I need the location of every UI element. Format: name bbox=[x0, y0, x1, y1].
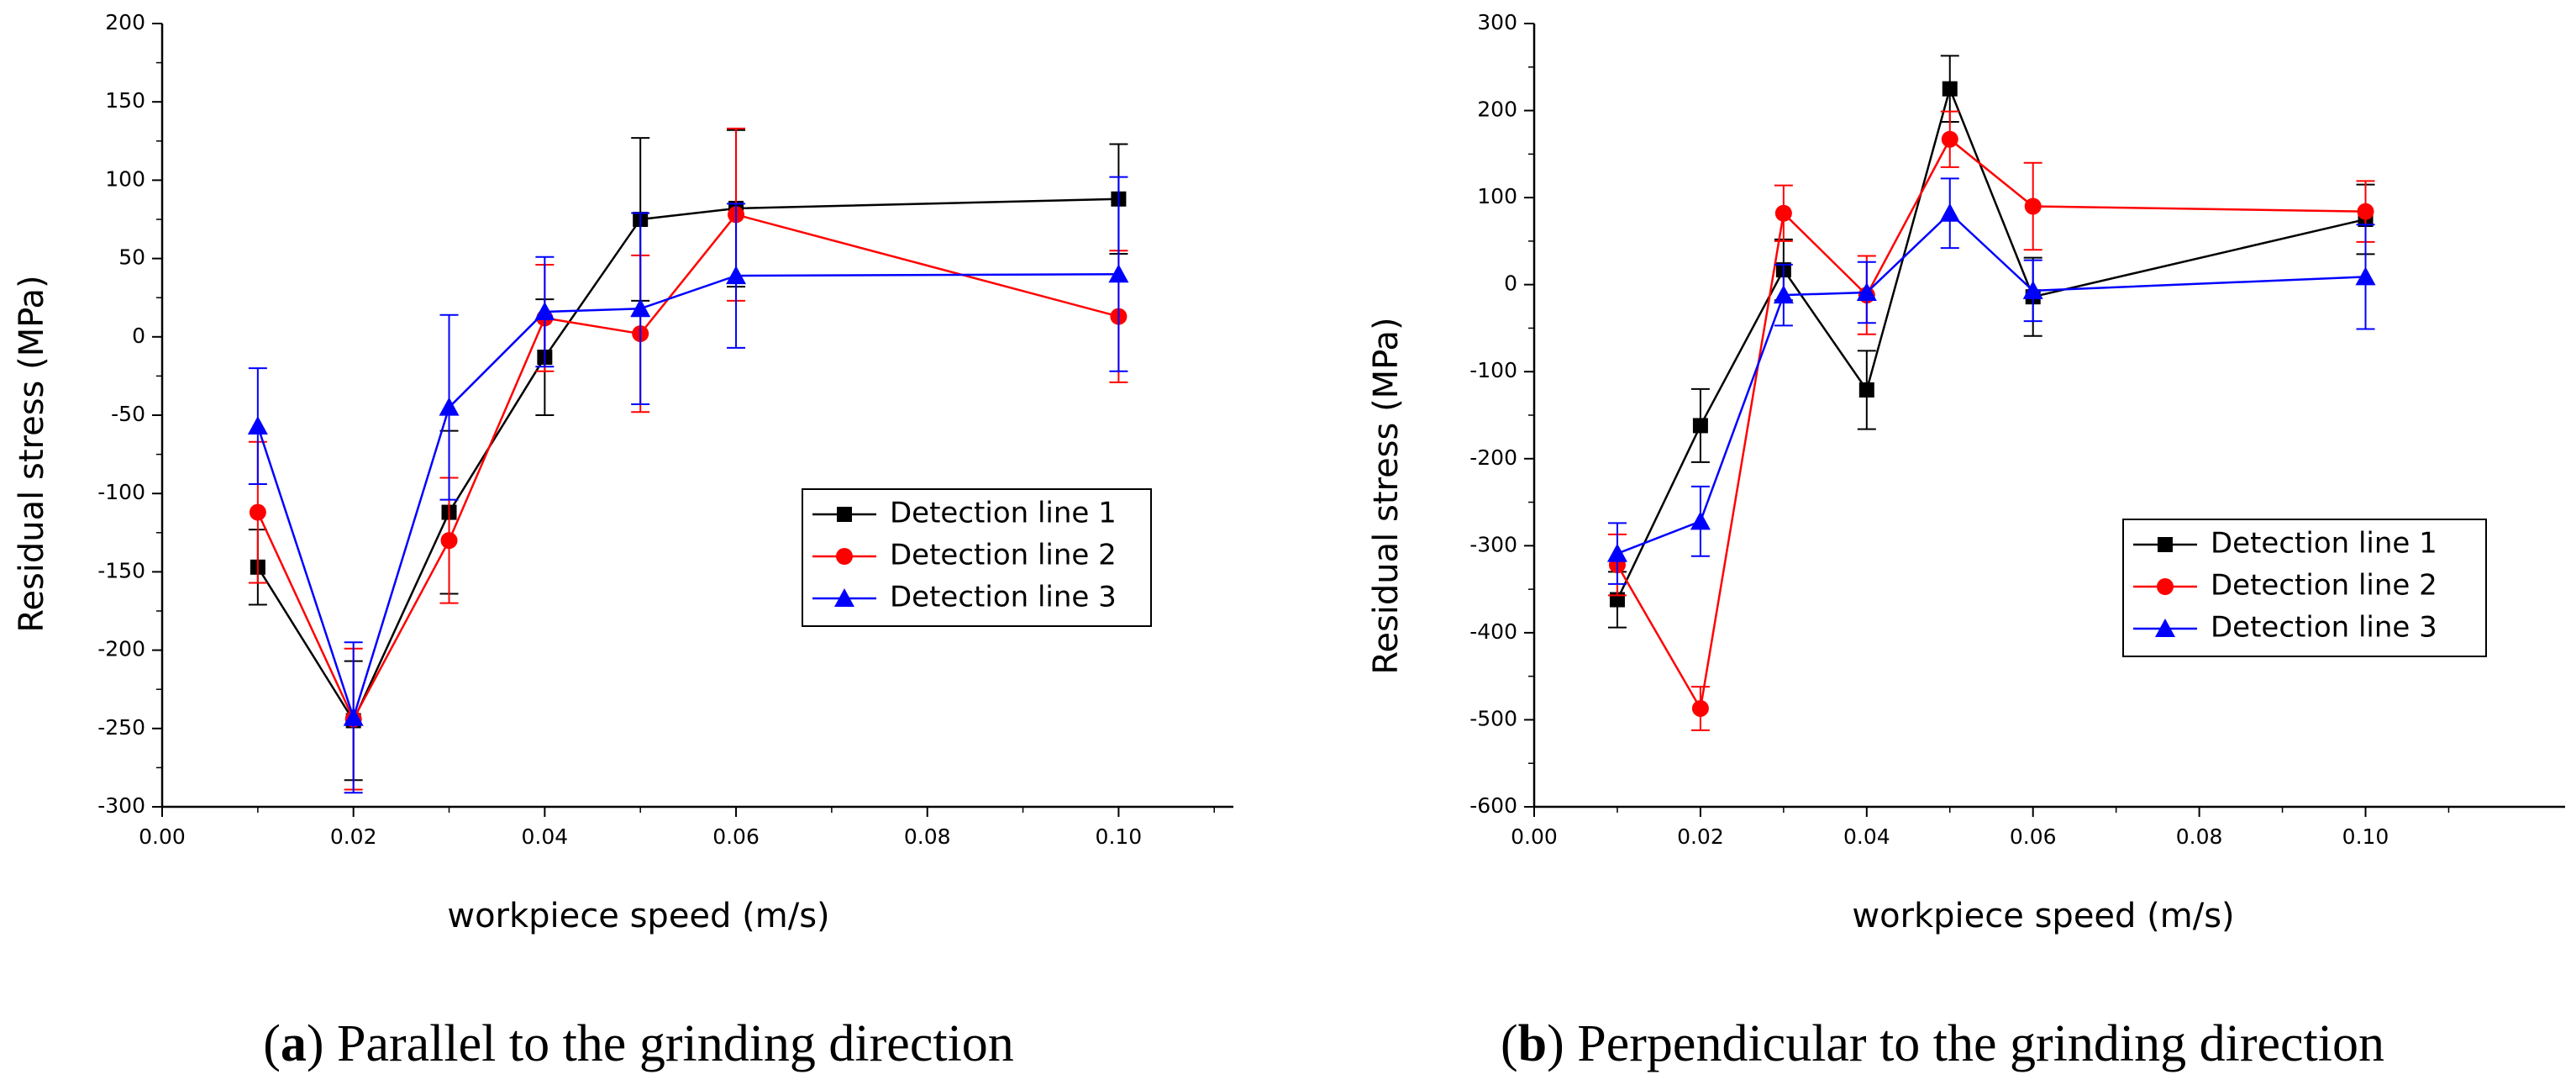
panel-a-y-tick-label-10: -300 bbox=[97, 793, 145, 818]
panel-b-series-2-point-4 bbox=[1941, 130, 1958, 148]
panel-b-x-tick-label-3: 0.06 bbox=[2010, 824, 2057, 849]
panel-b-series-2-point-2 bbox=[1774, 204, 1792, 222]
panel-b-y-tick-label-1: 200 bbox=[1477, 97, 1517, 122]
panel-a-series-3-point-3 bbox=[534, 301, 555, 320]
panel-a-series-3-point-0 bbox=[247, 416, 268, 435]
panel-a-caption-letter: a bbox=[281, 1015, 307, 1072]
panel-b-series-3-point-2 bbox=[1773, 285, 1794, 304]
panel-b-legend-marker-3 bbox=[2155, 619, 2175, 637]
panel-b-legend-label-3: Detection line 3 bbox=[2211, 611, 2437, 645]
panel-a-y-tick-label-0: 200 bbox=[105, 10, 145, 34]
panel-a-x-tick-label-1: 0.02 bbox=[330, 824, 377, 849]
panel-b-series-2-point-6 bbox=[2357, 203, 2374, 220]
panel-b-series-2-point-1 bbox=[1691, 699, 1709, 717]
panel-b-caption-text: Perpendicular to the grinding direction bbox=[1577, 1015, 2384, 1072]
panel-a-legend-marker-2 bbox=[836, 548, 853, 565]
panel-a-y-tick-label-1: 150 bbox=[105, 88, 145, 113]
panel-a-legend-marker-1 bbox=[837, 507, 852, 522]
panel-b-series-1-point-1 bbox=[1692, 418, 1708, 434]
panel-b-x-tick-label-2: 0.04 bbox=[1843, 824, 1890, 849]
panel-a-legend-label-3: Detection line 3 bbox=[890, 581, 1117, 614]
panel-a-y-tick-label-9: -250 bbox=[97, 715, 145, 740]
panel-b-y-tick-label-6: -300 bbox=[1469, 532, 1517, 556]
panel-a-x-tick-label-4: 0.08 bbox=[904, 824, 951, 849]
panel-b-y-tick-label-8: -500 bbox=[1469, 706, 1517, 730]
panel-a-x-tick-label-2: 0.04 bbox=[522, 824, 569, 849]
panel-b-series-3-point-6 bbox=[2355, 266, 2376, 286]
panel-b-x-tick-label-4: 0.08 bbox=[2176, 824, 2223, 849]
panel-b-series-3-point-1 bbox=[1690, 511, 1711, 530]
panel-b-legend-label-1: Detection line 1 bbox=[2211, 527, 2437, 561]
panel-b-y-tick-label-9: -600 bbox=[1469, 793, 1517, 818]
panel-b-y-tick-label-7: -400 bbox=[1469, 619, 1517, 644]
panel-a-series-3-point-6 bbox=[1108, 264, 1129, 283]
panel-a-series-3-point-1 bbox=[343, 707, 364, 726]
panel-a-legend-box bbox=[802, 488, 1152, 627]
panel-a-caption: (a) Parallel to the grinding direction bbox=[263, 1015, 1014, 1072]
panel-a-y-tick-label-6: -100 bbox=[97, 480, 145, 504]
panel-a-plot-area: 200 150 100 50 0 -50 -100 -150 -200 -250 -300 0.00 0… bbox=[97, 10, 1233, 849]
panel-a-legend-label-2: Detection line 2 bbox=[890, 539, 1117, 572]
panel-a-caption-text: Parallel to the grinding direction bbox=[337, 1015, 1014, 1072]
panel-a-x-tick-label-3: 0.06 bbox=[712, 824, 760, 849]
panel-b-plot-area: 300 200 100 0 -100 -200 -300 -400 -500 -600 0.00 0.… bbox=[1469, 10, 2565, 849]
panel-b: 300 200 100 0 -100 -200 -300 -400 -500 -600 0.00 0.… bbox=[1367, 10, 2565, 1072]
panel-b-y-tick-label-0: 300 bbox=[1477, 10, 1517, 34]
panel-a-y-tick-label-4: 0 bbox=[132, 324, 145, 348]
panel-b-series-3-point-4 bbox=[1939, 203, 1960, 222]
panel-b-y-tick-label-3: 0 bbox=[1504, 271, 1517, 296]
panel-a-y-tick-label-5: -50 bbox=[111, 402, 145, 426]
panel-b-caption-letter: b bbox=[1518, 1015, 1547, 1072]
panel-b-x-tick-label-5: 0.10 bbox=[2342, 824, 2389, 849]
panel-b-legend-marker-1 bbox=[2158, 537, 2173, 552]
panel-b-series-1-point-4 bbox=[1942, 81, 1958, 97]
panel-a-y-tick-label-8: -200 bbox=[97, 637, 145, 661]
panel-b-x-tick-label-0: 0.00 bbox=[1511, 824, 1558, 849]
panel-b-legend-box bbox=[2122, 519, 2487, 657]
panel-b-caption: (b) Perpendicular to the grinding direct… bbox=[1501, 1015, 2384, 1072]
panel-b-legend-label-2: Detection line 2 bbox=[2211, 569, 2437, 603]
panel-a-series-3-point-2 bbox=[439, 397, 460, 416]
panel-a-y-tick-label-7: -150 bbox=[97, 558, 145, 582]
panel-a-series-3-point-5 bbox=[726, 266, 747, 285]
panel-a: 200 150 100 50 0 -50 -100 -150 -200 -250 -300 0.00 0… bbox=[13, 10, 1233, 1072]
panel-a-x-axis-title: workpiece speed (m/s) bbox=[447, 897, 829, 935]
panel-a-y-axis-title: Residual stress (MPa) bbox=[13, 275, 51, 632]
panel-a-legend-marker-3 bbox=[834, 588, 854, 607]
panel-b-y-tick-label-4: -100 bbox=[1469, 358, 1517, 382]
panel-b-series-1-point-3 bbox=[1858, 382, 1874, 398]
panel-b-series-3-point-3 bbox=[1856, 282, 1877, 301]
panel-b-series-3-point-0 bbox=[1606, 543, 1627, 562]
panel-a-y-tick-label-3: 50 bbox=[118, 245, 145, 270]
panel-b-series-3-point-5 bbox=[2022, 280, 2043, 299]
panel-b-y-tick-label-5: -200 bbox=[1469, 445, 1517, 470]
panel-a-series-3-point-4 bbox=[630, 298, 651, 318]
panel-b-y-axis-title: Residual stress (MPa) bbox=[1367, 317, 1406, 674]
panel-b-series-2-point-5 bbox=[2024, 198, 2042, 215]
panel-a-x-tick-label-0: 0.00 bbox=[139, 824, 186, 849]
panel-b-y-tick-label-2: 100 bbox=[1477, 184, 1517, 208]
panel-a-legend-label-1: Detection line 1 bbox=[890, 497, 1117, 530]
panel-b-legend-marker-2 bbox=[2157, 578, 2174, 595]
panel-a-y-tick-label-2: 100 bbox=[105, 166, 145, 191]
panel-b-x-tick-label-1: 0.02 bbox=[1677, 824, 1724, 849]
panel-a-x-tick-label-5: 0.10 bbox=[1096, 824, 1143, 849]
panel-b-x-axis-title: workpiece speed (m/s) bbox=[1852, 897, 2234, 935]
panel-a-series-2-point-2 bbox=[440, 532, 458, 550]
panel-a-series-2-point-0 bbox=[249, 503, 266, 521]
